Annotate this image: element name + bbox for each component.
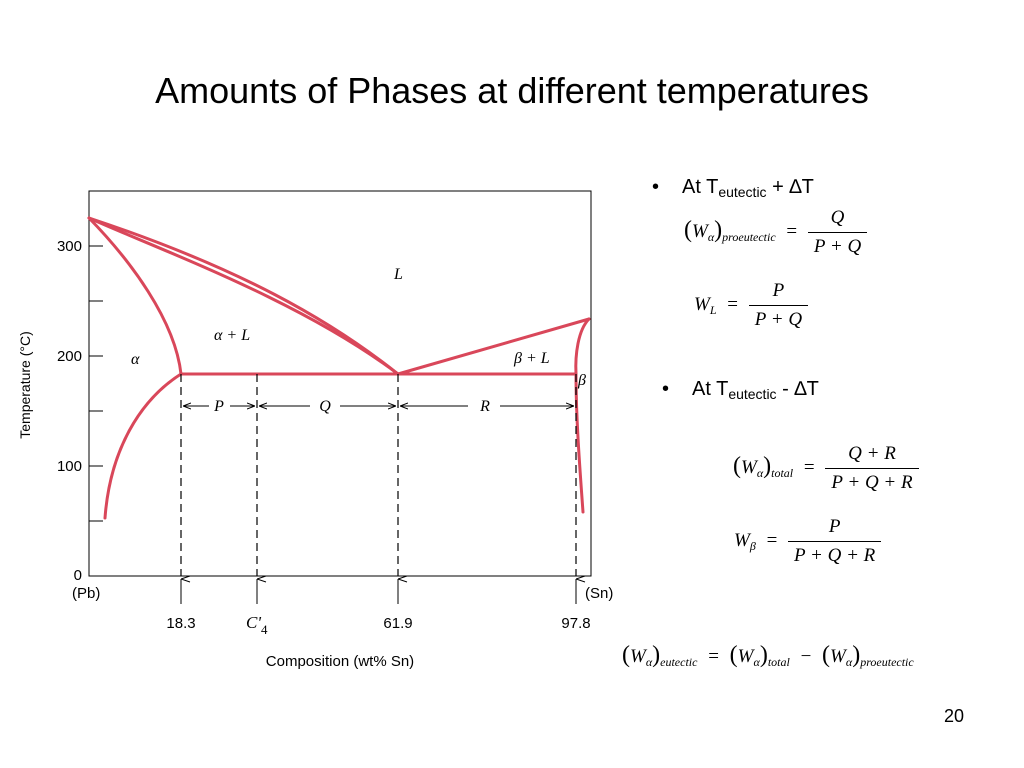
bullet-text-prefix: At T [682,176,719,198]
eq-subscript: α [707,229,715,244]
eq-subscript: α [645,655,653,669]
eq-subscript: eutectic [660,655,698,669]
x-marker-c4-subscript: 4 [261,622,268,637]
dashed-verticals [180,374,577,576]
fraction: P P + Q + R [788,516,882,567]
y-tick-0: 0 [74,567,82,584]
phase-boundaries [87,216,591,520]
fraction-denominator: P + Q [807,232,868,258]
eq-equals: = [727,293,738,315]
region-label-alpha-liquid: α + L [214,327,250,344]
bullet-above-eutectic: • At Teutectic + ∆T [652,176,814,200]
x-marker-c4-letter: C' [246,613,261,632]
region-label-liquid: L [393,266,403,283]
fraction-denominator: P + Q [748,305,809,331]
eq-subscript: total [767,655,790,669]
bullet-below-eutectic: • At Teutectic - ∆T [662,378,819,402]
fraction-numerator: P [772,280,785,301]
bullet-text-sub: eutectic [728,386,777,402]
bullet-text-sub: eutectic [718,184,767,200]
fraction-denominator: P + Q + R [788,541,882,567]
fraction: Q P + Q [807,207,868,258]
equation-w-liquid: WL = P P + Q [694,280,809,331]
solvus-beta [574,372,585,514]
slide-title: Amounts of Phases at different temperatu… [155,70,869,111]
eq-symbol: W [630,646,646,667]
eq-subscript: α [753,655,760,669]
eq-minus: − [800,646,812,667]
fraction: Q + R P + Q + R [825,443,919,494]
x-marker-c4: C'4 [246,613,268,637]
y-tick-100: 100 [57,458,82,475]
y-tick-300: 300 [57,238,82,255]
bullet-text-suffix: + ∆T [766,176,814,198]
page-number: 20 [943,706,964,726]
eq-symbol: W [734,529,750,551]
fraction-numerator: Q + R [848,443,896,464]
eq-symbol: W [692,220,708,242]
fraction-denominator: P + Q + R [825,468,919,494]
eq-equals: = [708,646,719,667]
equation-w-beta: Wβ = P P + Q + R [734,516,882,567]
y-tick-200: 200 [57,348,82,365]
bullet-text-suffix: - ∆T [776,378,819,400]
composition-arrows [180,579,576,604]
x-axis-label: Composition (wt% Sn) [266,653,414,670]
plot-frame [88,190,592,577]
eq-subscript: total [771,465,794,480]
y-ticks [89,245,103,522]
region-label-alpha: α [131,351,140,368]
eq-equals: = [766,529,778,551]
solvus-alpha [103,372,183,520]
phase-diagram: 0 100 200 300 Temperature (°C) (Pb) (Sn)… [17,190,613,670]
eq-subscript: L [709,302,717,317]
bullet-dot: • [652,176,660,198]
eq-subscript: α [845,655,853,669]
x-marker-18-3: 18.3 [166,615,195,632]
eq-subscript: proeutectic [722,229,776,244]
equation-w-alpha-eutectic: (Wα)eutectic = (Wα)total − (Wα)proeutect… [622,642,914,669]
fraction-numerator: P [828,516,841,537]
x-left-end-label: (Pb) [72,585,100,602]
eq-subscript: proeutectic [860,655,914,669]
region-label-beta: β [577,372,586,389]
bullet-dot: • [662,378,670,400]
segment-label-r: R [479,398,490,415]
fraction-numerator: Q [830,207,845,228]
liquidus-alpha-L [87,216,400,376]
eq-equals: = [786,220,798,242]
solidus-beta [574,317,591,376]
solidus-alpha [87,216,183,376]
segment-label-p: P [213,398,224,415]
eq-symbol: W [694,293,710,315]
liquidus-left [87,216,400,376]
eq-symbol: W [830,646,846,667]
segment-label-q: Q [319,398,331,415]
eq-symbol: W [741,456,757,478]
bullet-text-prefix: At T [692,378,729,400]
liquidus-right [396,317,591,376]
eq-equals: = [803,456,815,478]
x-right-end-label: (Sn) [585,585,613,602]
y-axis-label: Temperature (°C) [17,331,33,439]
x-marker-97-8: 97.8 [561,615,590,632]
region-label-beta-liquid: β + L [513,350,550,367]
eq-symbol: W [737,646,754,667]
eq-subscript: β [749,538,756,553]
eq-subscript: α [756,465,764,480]
x-marker-61-9: 61.9 [383,615,412,632]
fraction: P P + Q [748,280,809,331]
